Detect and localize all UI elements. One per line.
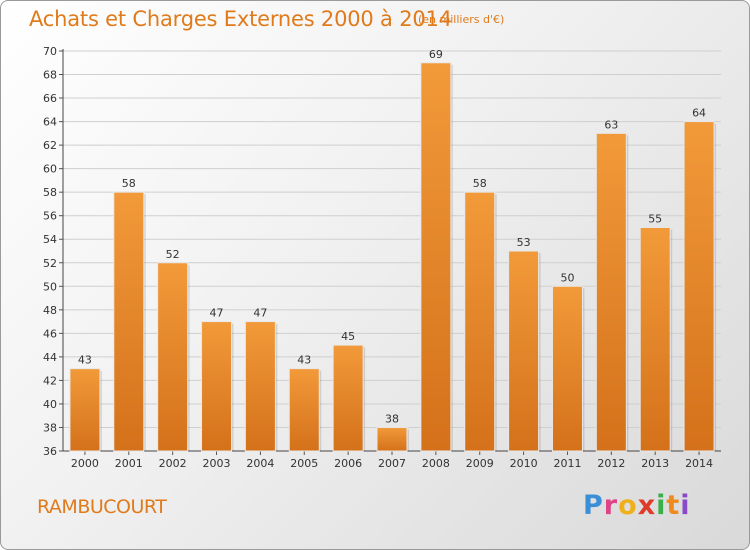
y-tick-label: 44 [43, 351, 57, 364]
bar-value-label: 69 [429, 48, 443, 61]
bar-2008 [420, 62, 452, 452]
bar-2000 [69, 368, 101, 452]
y-tick-label: 38 [43, 421, 57, 434]
bar-2006 [332, 344, 364, 452]
logo-letter: i [680, 490, 691, 521]
y-tick-label: 40 [43, 398, 57, 411]
bar-value-label: 63 [604, 118, 618, 131]
y-tick-label: 48 [43, 304, 57, 317]
y-tick-label: 52 [43, 257, 57, 270]
bar-2009 [464, 191, 496, 452]
bar-2013 [639, 226, 671, 452]
y-tick-label: 70 [43, 45, 57, 58]
bar-value-label: 47 [253, 307, 267, 320]
y-tick-label: 68 [43, 69, 57, 82]
bar-value-label: 43 [297, 354, 311, 367]
y-tick-label: 64 [43, 116, 57, 129]
bar-value-label: 47 [210, 307, 224, 320]
y-tick-label: 50 [43, 280, 57, 293]
y-tick-label: 42 [43, 374, 57, 387]
x-tick-label: 2012 [597, 457, 625, 470]
logo-letter: t [666, 490, 681, 521]
x-tick-label: 2003 [203, 457, 231, 470]
bar-value-label: 38 [385, 412, 399, 425]
y-tick-label: 56 [43, 210, 57, 223]
bar-value-label: 53 [517, 236, 531, 249]
x-tick-label: 2005 [290, 457, 318, 470]
bar-value-label: 58 [473, 177, 487, 190]
bar-2003 [201, 321, 233, 452]
y-tick-label: 46 [43, 327, 57, 340]
x-tick-label: 2009 [466, 457, 494, 470]
logo-letter: r [603, 490, 619, 521]
proxiti-logo[interactable]: Proxiti [583, 490, 691, 521]
bar-value-label: 52 [166, 248, 180, 261]
bar-2014 [683, 121, 715, 452]
x-tick-label: 2004 [246, 457, 274, 470]
labels: 36 38 40 42 44 46 48 50 52 54 56 58 60 62 64 66 68 70 43 20… [43, 45, 713, 470]
x-tick-label: 2002 [159, 457, 187, 470]
x-tick-label: 2010 [510, 457, 538, 470]
x-tick-label: 2011 [553, 457, 581, 470]
y-tick-label: 36 [43, 445, 57, 458]
y-tick-label: 62 [43, 139, 57, 152]
logo-letter: P [583, 490, 604, 521]
x-tick-label: 2008 [422, 457, 450, 470]
bar-2001 [113, 191, 145, 452]
bar-2005 [288, 368, 320, 452]
bar-2011 [551, 285, 583, 452]
x-tick-label: 2006 [334, 457, 362, 470]
y-tick-label: 66 [43, 92, 57, 105]
bar-2010 [508, 250, 540, 452]
bar-value-label: 55 [648, 212, 662, 225]
logo-letter: i [656, 490, 667, 521]
y-tick-label: 60 [43, 163, 57, 176]
y-tick-label: 54 [43, 233, 57, 246]
y-tick-label: 58 [43, 186, 57, 199]
bar-value-label: 50 [560, 271, 574, 284]
bars [69, 62, 717, 452]
x-tick-label: 2014 [685, 457, 713, 470]
bar-2007 [376, 426, 408, 452]
bar-2004 [244, 321, 276, 452]
bar-2012 [595, 132, 627, 452]
x-tick-label: 2001 [115, 457, 143, 470]
x-tick-label: 2007 [378, 457, 406, 470]
logo-letter: x [637, 490, 657, 521]
bar-2002 [157, 262, 189, 452]
x-tick-label: 2000 [71, 457, 99, 470]
bar-value-label: 64 [692, 107, 706, 120]
x-tick-label: 2013 [641, 457, 669, 470]
bar-value-label: 45 [341, 330, 355, 343]
bar-value-label: 58 [122, 177, 136, 190]
chart-subtitle: (en milliers d'€) [418, 13, 505, 26]
commune-name: RAMBUCOURT [37, 496, 167, 518]
chart-title: Achats et Charges Externes 2000 à 2014 [29, 7, 452, 31]
bar-value-label: 43 [78, 354, 92, 367]
logo-letter: o [618, 490, 638, 521]
